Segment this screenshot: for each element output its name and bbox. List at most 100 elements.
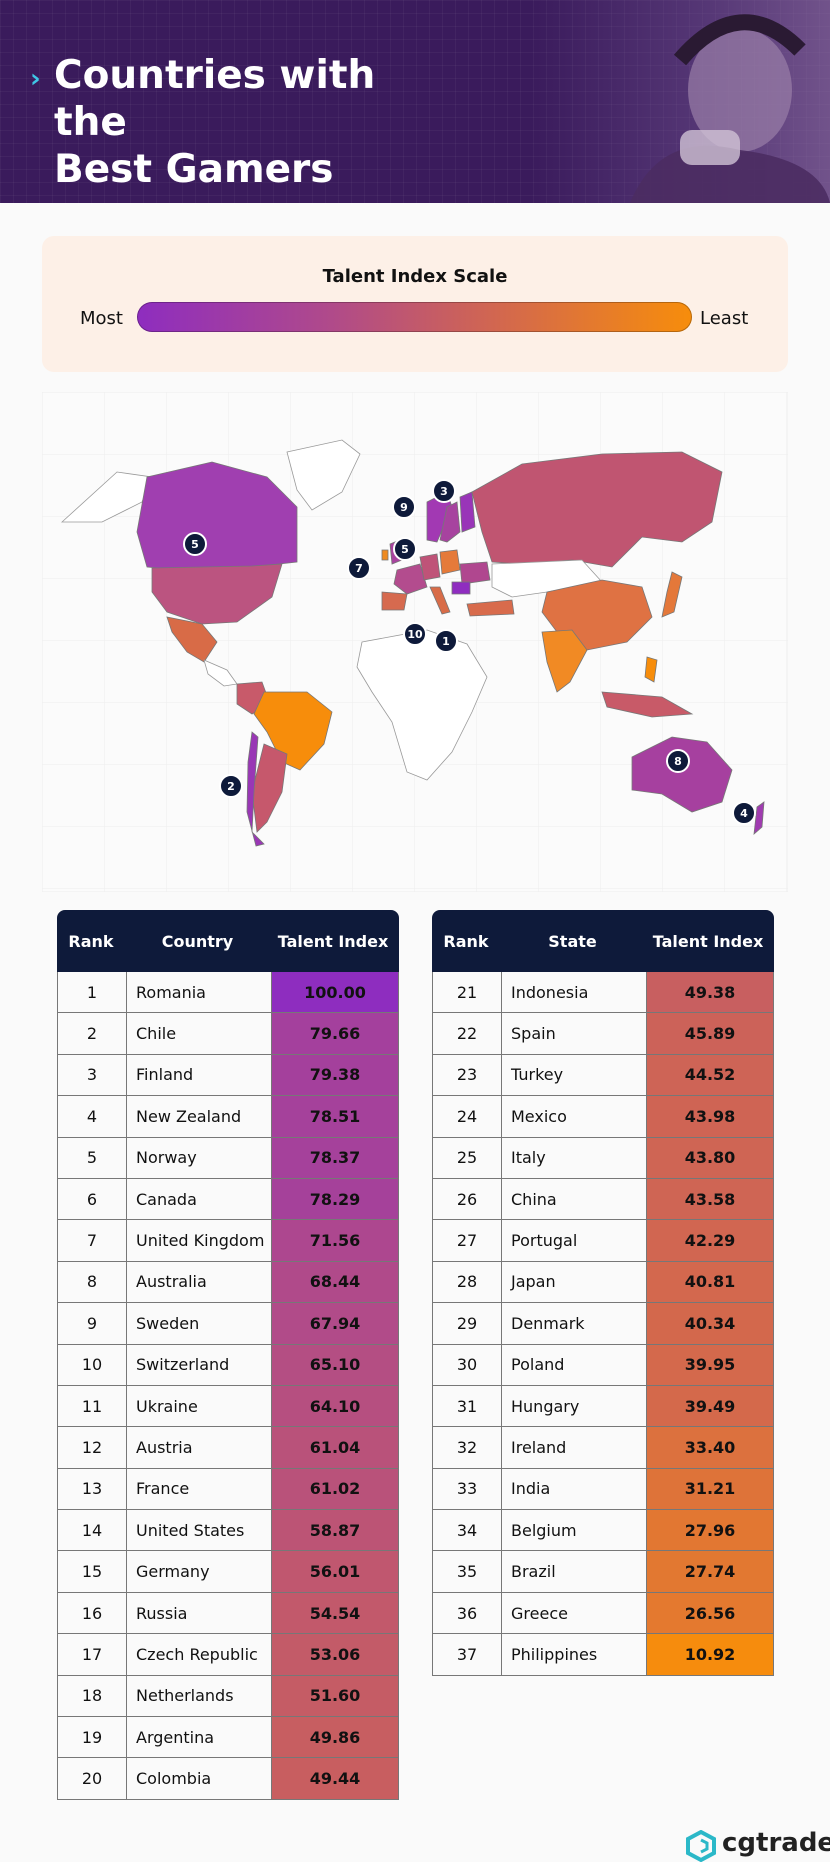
country-cell: Sweden: [127, 1303, 272, 1344]
country-poland: [439, 549, 461, 575]
country-brazil: [253, 691, 333, 771]
table-row: 19 Argentina 49.86: [57, 1717, 399, 1759]
scale-title: Talent Index Scale: [322, 266, 508, 287]
marker-label: 9: [400, 501, 408, 514]
rank-marker: 7: [347, 556, 371, 580]
rank-cell: 7: [57, 1220, 127, 1261]
column-header: Rank: [443, 931, 489, 951]
talent-index-cell: 58.87: [272, 1510, 399, 1551]
talent-index-cell: 49.44: [272, 1758, 399, 1799]
rank-cell: 10: [57, 1344, 127, 1385]
country-cell: Romania: [127, 972, 272, 1013]
country-cell: Indonesia: [502, 972, 647, 1013]
table-row: 32 Ireland 33.40: [432, 1427, 774, 1469]
country-cell: Poland: [502, 1344, 647, 1385]
marker-circle: [432, 479, 456, 503]
talent-index-cell: 27.74: [647, 1551, 774, 1592]
rank-cell: 3: [57, 1054, 127, 1096]
table-row: 8 Australia 68.44: [57, 1261, 399, 1304]
talent-index-cell: 31.21: [647, 1468, 774, 1510]
rank-cell: 35: [432, 1551, 502, 1592]
rank-cell: 4: [57, 1096, 127, 1137]
table-row: 11 Ukraine 64.10: [57, 1385, 399, 1428]
rank-marker: 5: [393, 537, 417, 561]
country-cell: Canada: [127, 1178, 272, 1220]
country-cell: Switzerland: [127, 1344, 272, 1385]
talent-index-cell: 44.52: [647, 1054, 774, 1096]
country-italy: [429, 586, 451, 615]
title-line-1: Countries with the: [54, 53, 376, 145]
table-row: 23 Turkey 44.52: [432, 1054, 774, 1097]
rank-cell: 37: [432, 1634, 502, 1675]
country-cell: Germany: [127, 1551, 272, 1592]
rank-cell: 24: [432, 1096, 502, 1137]
marker-circle: [732, 801, 756, 825]
scale-gradient-bar: [137, 302, 692, 332]
marker-label: 1: [442, 635, 450, 648]
country-cell: Hungary: [502, 1385, 647, 1427]
rank-cell: 9: [57, 1303, 127, 1344]
rank-cell: 22: [432, 1013, 502, 1054]
column-header: Rank: [68, 931, 114, 951]
country-cell: Norway: [127, 1137, 272, 1178]
rank-cell: 16: [57, 1592, 127, 1634]
country-turkey: [466, 599, 515, 617]
table-row: 22 Spain 45.89: [432, 1013, 774, 1055]
table-row: 7 United Kingdom 71.56: [57, 1220, 399, 1262]
table-row: 5 Norway 78.37: [57, 1137, 399, 1179]
country-cell: Ukraine: [127, 1385, 272, 1427]
rank-cell: 28: [432, 1261, 502, 1303]
country-cell: India: [502, 1468, 647, 1510]
country-cell: China: [502, 1178, 647, 1220]
talent-index-cell: 40.81: [647, 1261, 774, 1303]
scale-least-label: Least: [700, 308, 749, 329]
country-spain: [381, 591, 408, 611]
marker-label: 8: [674, 755, 682, 768]
marker-label: 4: [740, 807, 748, 820]
country-cell: Turkey: [502, 1054, 647, 1096]
table-header: Rank State Talent Index: [432, 910, 774, 972]
table-row: 37 Philippines 10.92: [432, 1634, 774, 1676]
country-sweden: [439, 501, 461, 543]
talent-index-cell: 65.10: [272, 1344, 399, 1385]
talent-index-cell: 64.10: [272, 1385, 399, 1427]
marker-label: 3: [440, 485, 448, 498]
country-cell: Denmark: [502, 1303, 647, 1344]
country-cell: Argentina: [127, 1717, 272, 1758]
country-central-america: [203, 659, 238, 687]
country-cell: Ireland: [502, 1427, 647, 1468]
talent-index-cell: 43.58: [647, 1178, 774, 1220]
table-row: 28 Japan 40.81: [432, 1261, 774, 1304]
ranking-table-countries: Rank Country Talent Index 1 Romania 100.00 2 Ch…: [57, 910, 399, 1800]
table-row: 34 Belgium 27.96: [432, 1510, 774, 1552]
country-cell: Austria: [127, 1427, 272, 1468]
rank-marker: 2: [219, 774, 243, 798]
talent-index-cell: 42.29: [647, 1220, 774, 1261]
country-cell: Mexico: [502, 1096, 647, 1137]
rank-cell: 12: [57, 1427, 127, 1468]
marker-circle: [434, 629, 458, 653]
rank-marker: 10: [403, 622, 427, 646]
rank-marker: 3: [432, 479, 456, 503]
table-row: 9 Sweden 67.94: [57, 1303, 399, 1345]
marker-label: 2: [227, 780, 235, 793]
rank-cell: 5: [57, 1137, 127, 1178]
table-row: 31 Hungary 39.49: [432, 1385, 774, 1428]
rank-cell: 14: [57, 1510, 127, 1551]
gamer-photo: [530, 0, 830, 203]
header-banner: › Countries with the Best Gamers: [0, 0, 830, 203]
country-cell: Belgium: [502, 1510, 647, 1551]
table-row: 4 New Zealand 78.51: [57, 1096, 399, 1138]
talent-index-cell: 79.66: [272, 1013, 399, 1054]
country-cell: United States: [127, 1510, 272, 1551]
table-row: 18 Netherlands 51.60: [57, 1675, 399, 1718]
country-japan: [661, 571, 683, 618]
table-row: 36 Greece 26.56: [432, 1592, 774, 1635]
rank-cell: 31: [432, 1385, 502, 1427]
page-title: Countries with the Best Gamers: [54, 52, 454, 193]
talent-index-cell: 51.60: [272, 1675, 399, 1717]
marker-circle: [347, 556, 371, 580]
marker-label: 5: [191, 538, 199, 551]
country-cell: Czech Republic: [127, 1634, 272, 1675]
